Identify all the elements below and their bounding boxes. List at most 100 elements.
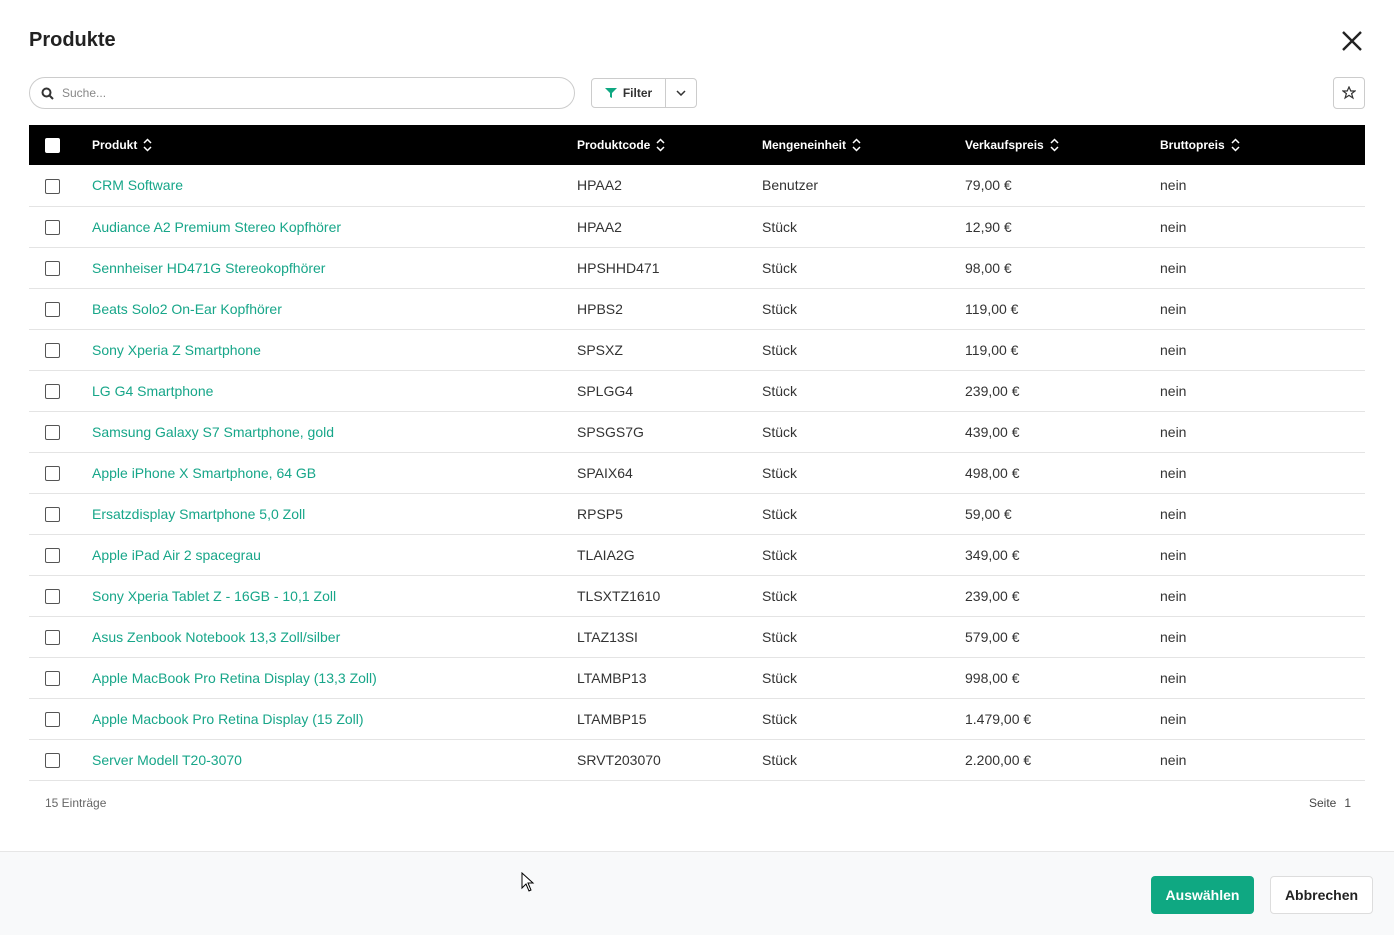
product-row: Apple iPhone X Smartphone, 64 GB SPAIX64 S… (29, 452, 1365, 494)
product-row: Sennheiser HD471G Stereokopfhörer HPSHHD4… (29, 247, 1365, 289)
table-cell: Stück (762, 534, 965, 576)
select-cell (29, 370, 92, 412)
close-button[interactable] (1340, 29, 1364, 53)
column-header[interactable]: Mengeneinheit (762, 125, 965, 165)
column-header[interactable]: Produktcode (577, 125, 762, 165)
table-cell: HPBS2 (577, 288, 762, 330)
cell-text: Stück (762, 546, 798, 563)
search-box[interactable]: Suche... (29, 77, 575, 109)
row-checkbox[interactable] (45, 219, 60, 235)
cell-text: 79,00 € (965, 177, 1012, 194)
row-checkbox[interactable] (45, 301, 60, 317)
product-row: Ersatzdisplay Smartphone 5,0 Zoll RPSP5 St… (29, 493, 1365, 535)
product-row: Audiance A2 Premium Stereo Kopfhörer HPAA… (29, 206, 1365, 248)
table-cell: nein (1160, 206, 1365, 248)
select-cell (29, 329, 92, 371)
row-checkbox[interactable] (45, 465, 60, 481)
cancel-button[interactable]: Abbrechen (1270, 876, 1373, 914)
product-link[interactable]: Sony Xperia Z Smartphone (92, 341, 261, 358)
product-link[interactable]: Asus Zenbook Notebook 13,3 Zoll/silber (92, 628, 341, 645)
cell-text: Stück (762, 505, 798, 522)
cell-text: 349,00 € (965, 546, 1020, 563)
cell-text: SRVT203070 (577, 751, 661, 768)
filter-dropdown[interactable] (666, 79, 696, 107)
cell-text: TLSXTZ1610 (577, 587, 661, 604)
select-cell (29, 247, 92, 289)
table-cell: Stück (762, 370, 965, 412)
product-link[interactable]: Audiance A2 Premium Stereo Kopfhörer (92, 218, 342, 235)
favorite-button[interactable] (1333, 77, 1365, 109)
row-checkbox[interactable] (45, 178, 60, 194)
search-icon (41, 87, 54, 100)
row-checkbox[interactable] (45, 629, 60, 645)
table-cell: nein (1160, 165, 1365, 207)
sort-icon (656, 138, 665, 152)
table-cell: 998,00 € (965, 657, 1160, 699)
column-header[interactable]: Verkaufspreis (965, 125, 1160, 165)
row-checkbox[interactable] (45, 711, 60, 727)
table-cell: SRVT203070 (577, 739, 762, 781)
cell-text: Stück (762, 464, 798, 481)
column-title: Produkt (92, 137, 138, 152)
filter-main[interactable]: Filter (592, 79, 666, 107)
cell-text: nein (1160, 177, 1187, 194)
cell-text: nein (1160, 382, 1187, 399)
product-link[interactable]: LG G4 Smartphone (92, 382, 214, 399)
cell-text: nein (1160, 669, 1187, 686)
table-cell: SPSXZ (577, 329, 762, 371)
table-cell: Apple Macbook Pro Retina Display (15 Zol… (92, 698, 577, 740)
product-link[interactable]: Ersatzdisplay Smartphone 5,0 Zoll (92, 505, 306, 522)
row-checkbox[interactable] (45, 547, 60, 563)
table-cell: 239,00 € (965, 575, 1160, 617)
cell-text: 498,00 € (965, 464, 1020, 481)
product-link[interactable]: Sony Xperia Tablet Z - 16GB - 10,1 Zoll (92, 587, 337, 604)
table-cell: 2.200,00 € (965, 739, 1160, 781)
row-checkbox[interactable] (45, 424, 60, 440)
cell-text: Stück (762, 628, 798, 645)
row-checkbox[interactable] (45, 588, 60, 604)
row-checkbox[interactable] (45, 260, 60, 276)
cell-text: Stück (762, 300, 798, 317)
cell-text: LTAMBP13 (577, 669, 647, 686)
cell-text: 2.200,00 € (965, 751, 1032, 768)
product-row: Apple Macbook Pro Retina Display (15 Zol… (29, 698, 1365, 740)
column-header[interactable]: Produkt (92, 125, 577, 165)
row-checkbox[interactable] (45, 342, 60, 358)
table-cell: 1.479,00 € (965, 698, 1160, 740)
product-link[interactable]: Sennheiser HD471G Stereokopfhörer (92, 259, 326, 276)
select-all-checkbox[interactable] (45, 137, 60, 153)
cell-text: 59,00 € (965, 505, 1012, 522)
chevron (676, 90, 686, 96)
table-cell: 12,90 € (965, 206, 1160, 248)
product-link[interactable]: CRM Software (92, 177, 184, 194)
product-link[interactable]: Server Modell T20-3070 (92, 751, 242, 768)
select-button[interactable]: Auswählen (1151, 876, 1254, 914)
table-cell: 119,00 € (965, 329, 1160, 371)
select-cell (29, 493, 92, 535)
table-cell: 59,00 € (965, 493, 1160, 535)
table-cell: Ersatzdisplay Smartphone 5,0 Zoll (92, 493, 577, 535)
table-cell: nein (1160, 534, 1365, 576)
cell-text: HPSHHD471 (577, 259, 660, 276)
product-link[interactable]: Apple MacBook Pro Retina Display (13,3 Z… (92, 669, 377, 686)
column-header[interactable]: Bruttopreis (1160, 125, 1365, 165)
row-checkbox[interactable] (45, 506, 60, 522)
filter-icon (604, 88, 617, 98)
table-cell: LG G4 Smartphone (92, 370, 577, 412)
product-link[interactable]: Apple iPad Air 2 spacegrau (92, 546, 261, 563)
cell-text: HPAA2 (577, 218, 622, 235)
product-link[interactable]: Apple iPhone X Smartphone, 64 GB (92, 464, 317, 481)
cell-text: 579,00 € (965, 628, 1020, 645)
row-checkbox[interactable] (45, 383, 60, 399)
filter-button[interactable]: Filter (591, 78, 697, 108)
row-checkbox[interactable] (45, 752, 60, 768)
table-cell: Stück (762, 698, 965, 740)
product-link[interactable]: Beats Solo2 On-Ear Kopfhörer (92, 300, 282, 317)
product-row: Samsung Galaxy S7 Smartphone, gold SPSGS7… (29, 411, 1365, 453)
row-checkbox[interactable] (45, 670, 60, 686)
cell-text: 239,00 € (965, 382, 1020, 399)
product-link[interactable]: Apple Macbook Pro Retina Display (15 Zol… (92, 710, 364, 727)
product-link[interactable]: Samsung Galaxy S7 Smartphone, gold (92, 423, 335, 440)
page-number[interactable]: 1 (1344, 796, 1352, 810)
